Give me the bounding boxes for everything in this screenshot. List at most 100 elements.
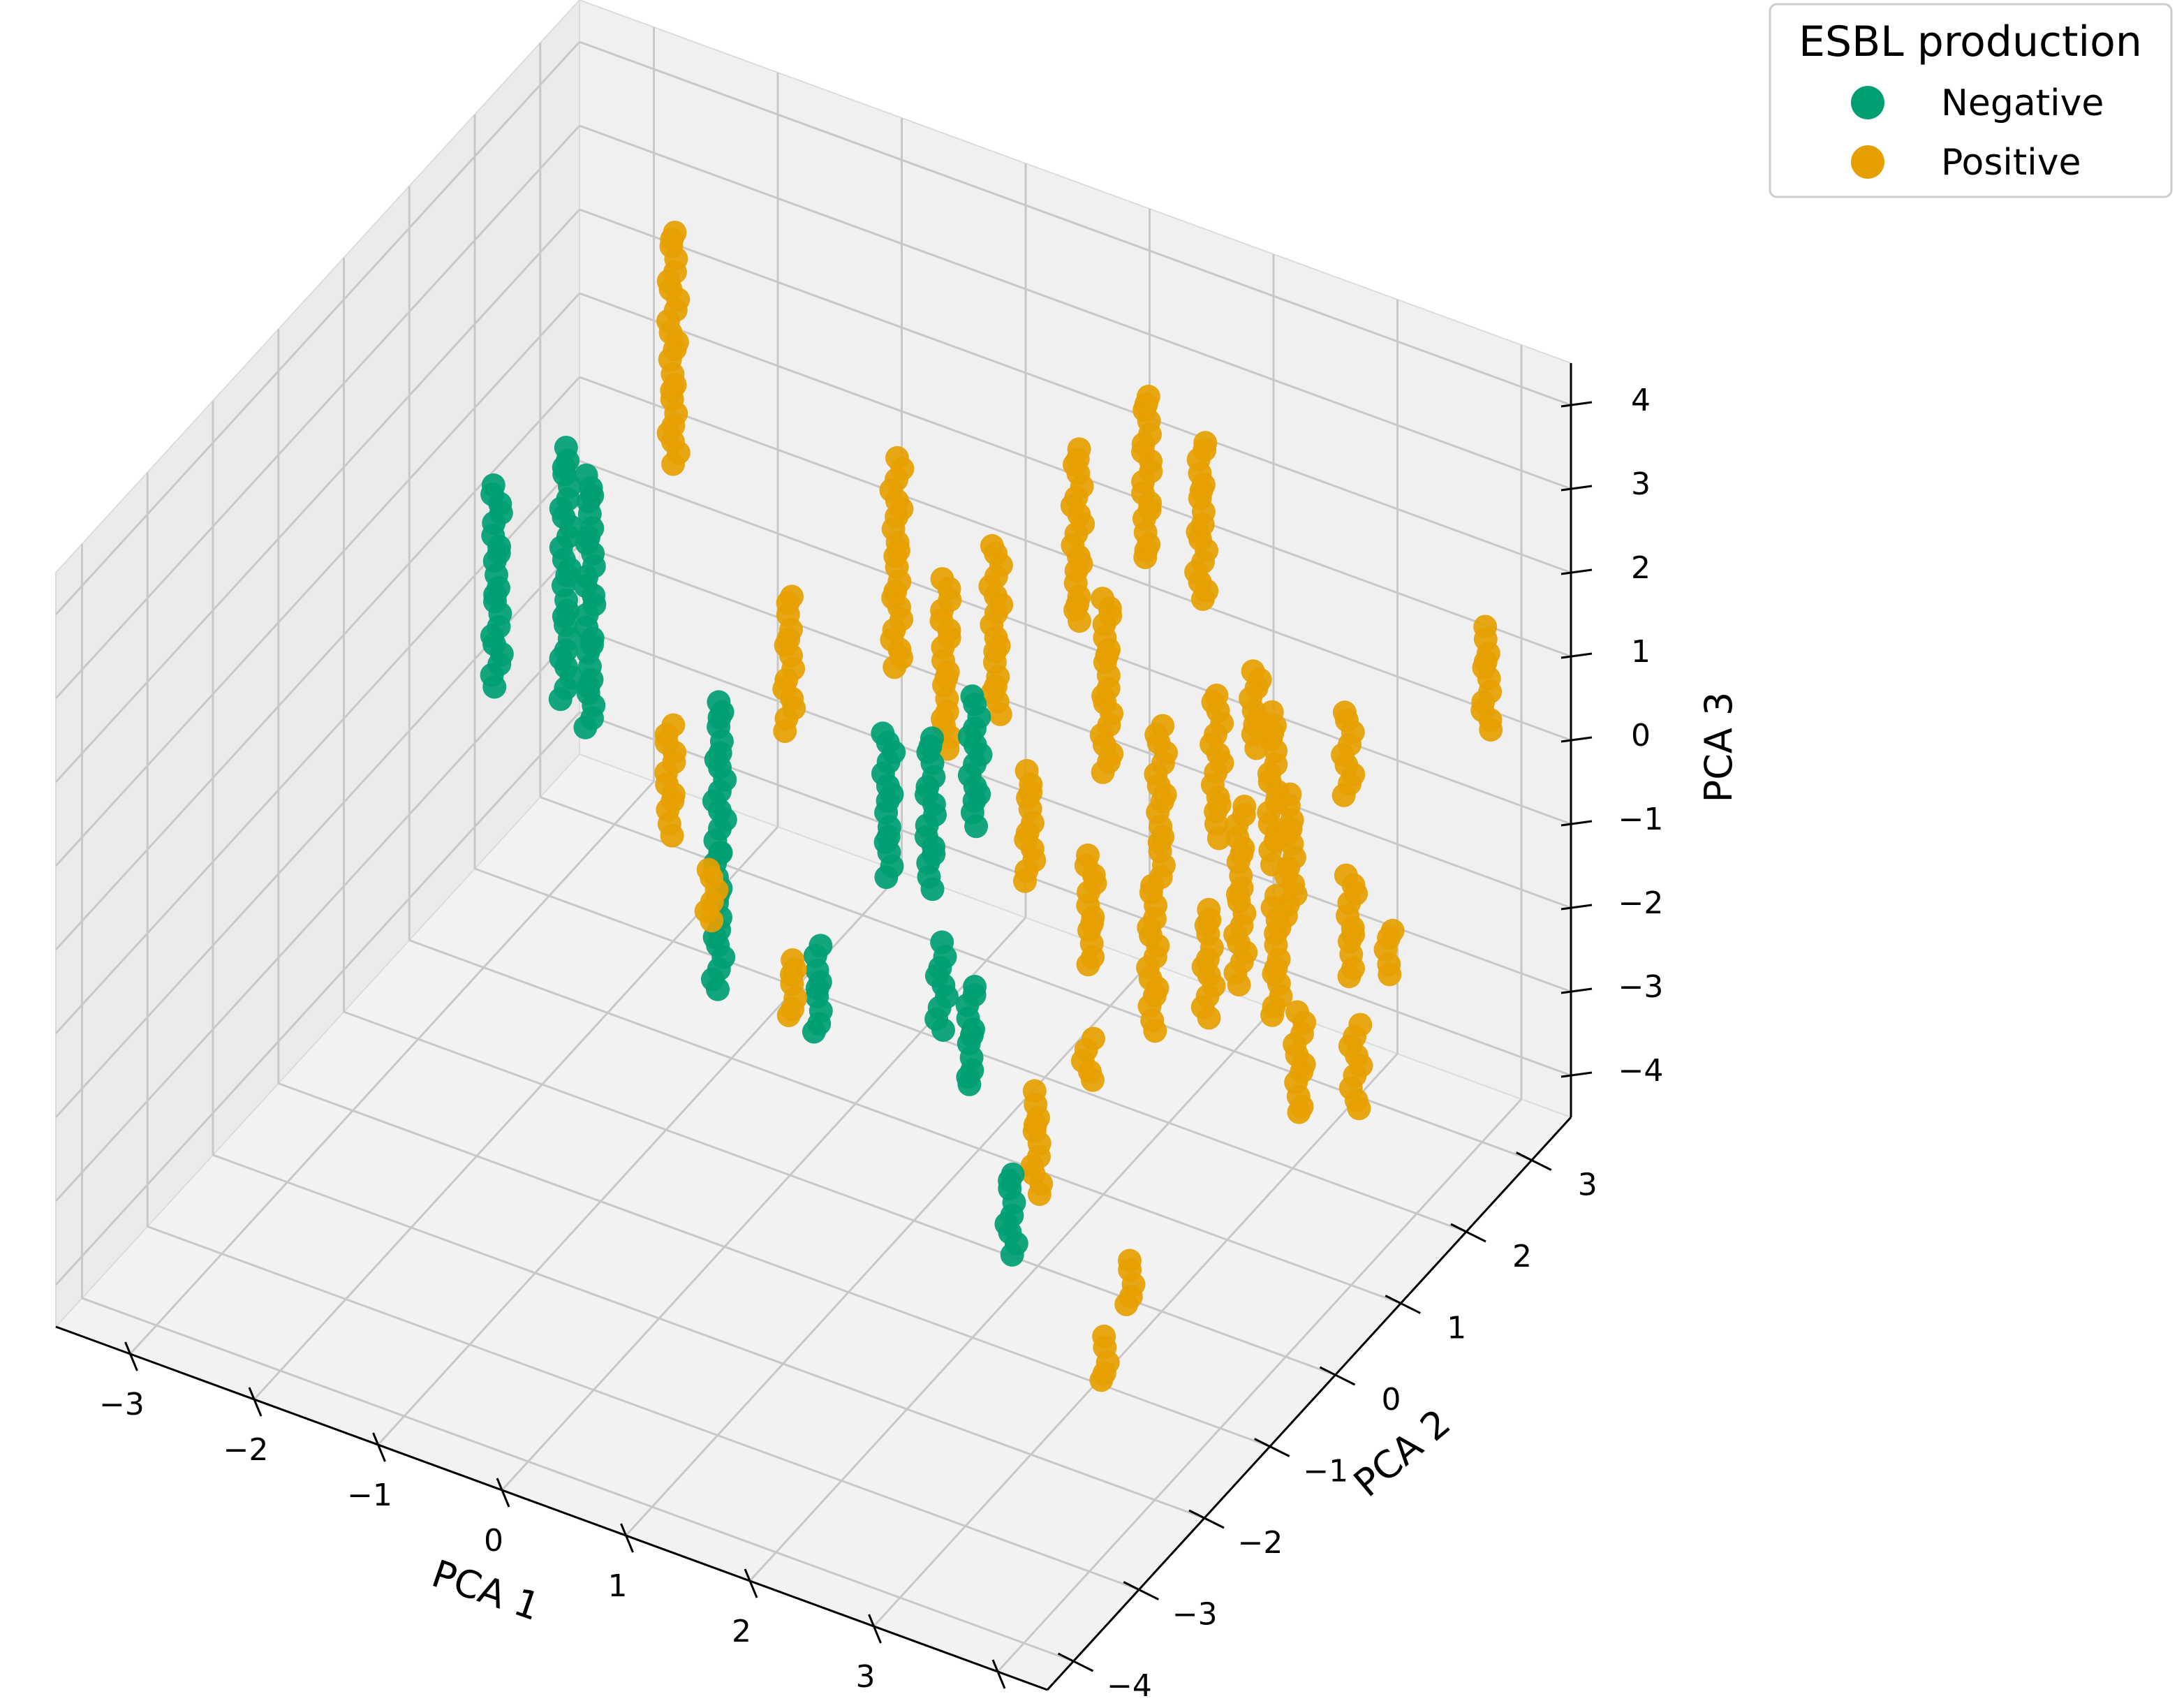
point-negative <box>556 448 580 473</box>
point-positive <box>882 618 906 642</box>
legend: ESBL production Negative Positive <box>1769 3 2173 198</box>
legend-marker-positive <box>1851 145 1884 179</box>
point-negative <box>871 721 895 746</box>
point-positive <box>1204 722 1227 746</box>
gridline-y-floor <box>81 1297 1075 1663</box>
gridline-x-floor <box>253 825 779 1401</box>
gridline-z-back <box>579 459 1572 825</box>
x-tick-label: 1 <box>608 1568 628 1604</box>
point-positive <box>1267 947 1291 971</box>
y-tick-label: −2 <box>1238 1525 1283 1561</box>
point-positive <box>774 668 799 692</box>
axis-lines <box>55 363 1593 1691</box>
point-positive <box>663 221 687 244</box>
point-negative <box>487 576 510 600</box>
point-positive <box>1138 422 1162 446</box>
point-negative <box>707 690 731 714</box>
point-positive <box>1285 1043 1309 1067</box>
point-negative <box>960 684 984 709</box>
point-negative <box>915 775 940 799</box>
y-tick-label: 3 <box>1578 1168 1597 1203</box>
point-positive <box>700 890 724 914</box>
point-positive <box>696 857 721 882</box>
point-negative <box>1000 1242 1024 1267</box>
gridline-z-left <box>54 41 581 616</box>
point-negative <box>708 741 732 765</box>
z-tick-label: −3 <box>1618 969 1664 1005</box>
point-positive <box>1262 714 1287 738</box>
point-positive <box>1197 1006 1221 1030</box>
gridline-z-back <box>579 124 1572 490</box>
gridline-z-left <box>54 376 581 951</box>
point-positive <box>1230 913 1254 938</box>
gridline-z-back <box>579 208 1572 574</box>
point-negative <box>579 476 603 500</box>
z-axis-label: PCA 3 <box>1697 692 1741 803</box>
point-positive <box>1143 906 1167 931</box>
point-positive <box>1096 676 1121 700</box>
y-tick-label: 1 <box>1447 1311 1466 1346</box>
point-positive <box>1118 1249 1142 1273</box>
x-tick <box>620 1523 634 1553</box>
point-negative <box>482 675 507 699</box>
y-tick <box>1450 1223 1486 1243</box>
x-axis-label: PCA 1 <box>427 1552 546 1629</box>
gridline-z-back <box>579 627 1572 993</box>
point-positive <box>1471 690 1496 714</box>
point-positive <box>1231 836 1255 860</box>
legend-label-negative: Negative <box>1941 82 2104 124</box>
point-positive <box>1206 785 1230 809</box>
point-positive <box>1344 1088 1368 1112</box>
gridline-z-back <box>579 543 1572 909</box>
point-positive <box>1131 481 1155 506</box>
x-tick-label: 0 <box>484 1523 503 1559</box>
legend-title: ESBL production <box>1799 17 2142 66</box>
point-positive <box>1137 532 1161 557</box>
z-tick-label: −2 <box>1618 885 1664 921</box>
legend-marker-negative <box>1851 86 1884 119</box>
legend-label-positive: Positive <box>1941 142 2081 184</box>
point-positive <box>661 713 686 737</box>
z-tick-label: 4 <box>1631 383 1651 418</box>
point-positive <box>1331 783 1356 807</box>
point-positive <box>935 700 959 724</box>
x-tick <box>124 1341 138 1371</box>
x-tick-label: −3 <box>99 1387 145 1422</box>
y-tick <box>1516 1151 1552 1171</box>
z-tick <box>1560 820 1593 827</box>
point-negative <box>580 668 604 692</box>
point-positive <box>1091 760 1115 784</box>
point-negative <box>914 825 938 849</box>
point-positive <box>1138 966 1163 991</box>
point-negative <box>1000 1203 1024 1228</box>
y-tick-label: −4 <box>1107 1668 1152 1704</box>
point-positive <box>1097 638 1121 662</box>
gridline-y-floor <box>147 1225 1139 1591</box>
gridline-z-back <box>579 41 1572 406</box>
point-positive <box>661 452 686 476</box>
point-negative <box>707 957 731 981</box>
gridline-y-floor <box>212 1154 1205 1519</box>
tick-labels: −3 −2 −1 0 1 2 3 4 −4 −3 −2 −1 0 1 2 3 −4 −3 −2 −1 0 1 2 3 4 <box>99 383 1663 1708</box>
point-positive <box>1078 1059 1102 1084</box>
z-tick <box>1560 401 1593 408</box>
point-positive <box>1193 431 1218 455</box>
x-tick <box>868 1614 882 1644</box>
point-positive <box>1184 560 1209 584</box>
point-positive <box>1232 795 1257 818</box>
point-positive <box>1476 641 1500 665</box>
point-negative <box>964 814 989 839</box>
point-positive <box>1143 1019 1167 1043</box>
x-tick-label: 4 <box>980 1705 999 1708</box>
point-negative <box>931 1018 955 1042</box>
x-axis-line <box>55 1325 1048 1691</box>
point-positive <box>781 996 805 1021</box>
x-tick <box>496 1478 510 1508</box>
point-negative <box>928 956 952 980</box>
y-tick <box>1385 1295 1421 1314</box>
gridline-z-left <box>54 124 581 700</box>
point-positive <box>1195 947 1220 971</box>
point-negative <box>707 779 732 804</box>
y-tick <box>1057 1652 1094 1672</box>
